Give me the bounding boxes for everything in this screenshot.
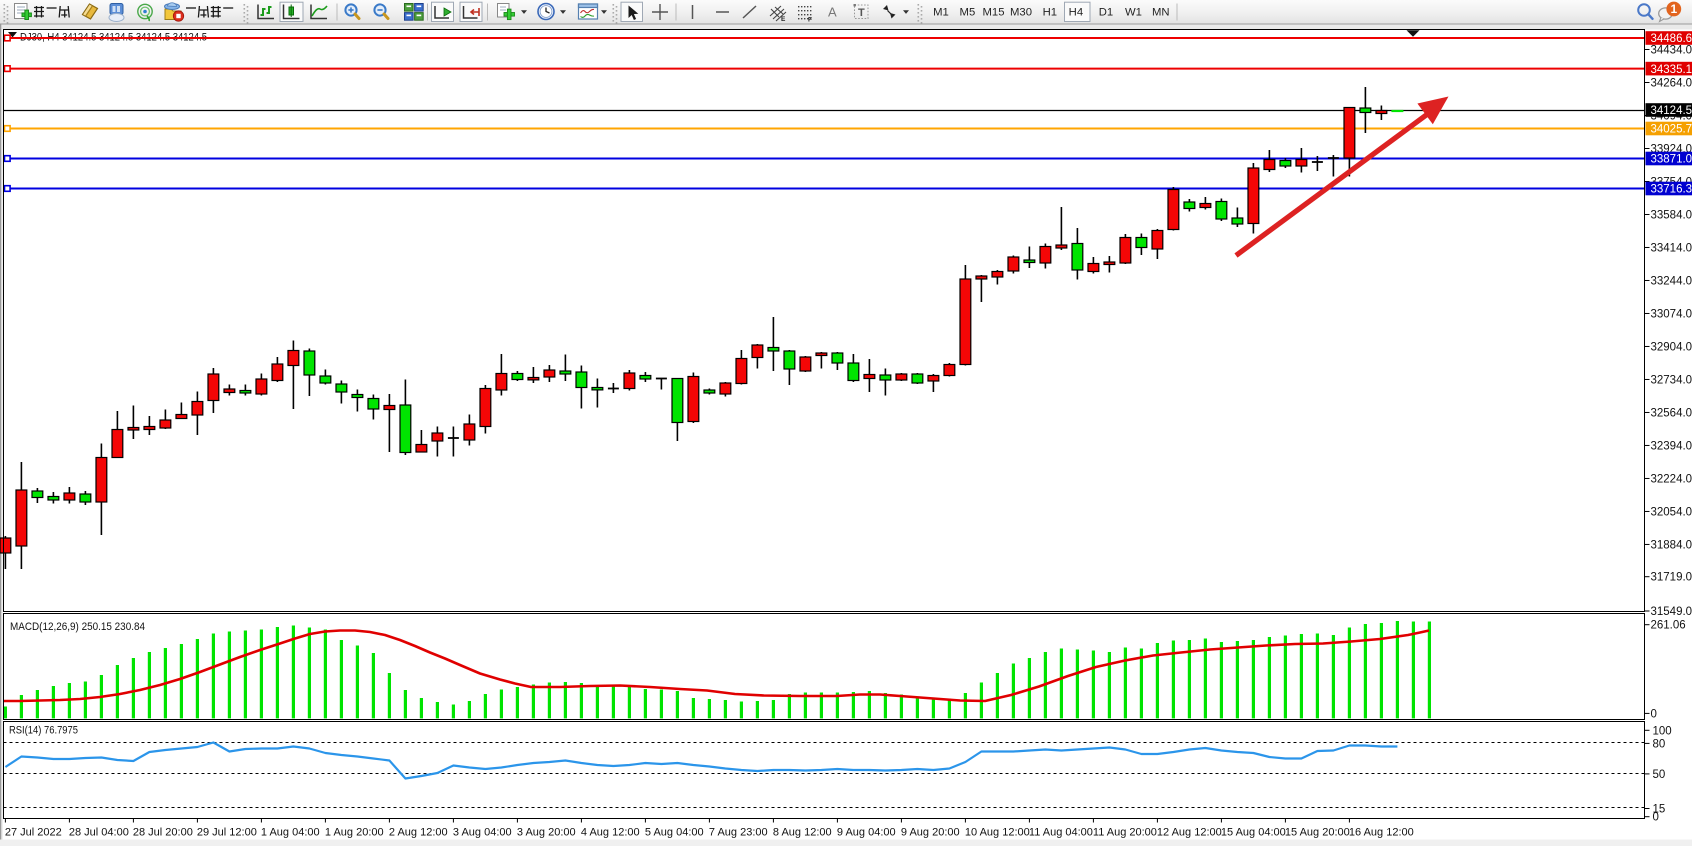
- svg-text:261.06: 261.06: [1651, 620, 1686, 632]
- svg-text:0: 0: [1651, 708, 1657, 720]
- svg-text:12 Aug 12:00: 12 Aug 12:00: [1157, 827, 1222, 839]
- svg-text:MACD(12,26,9) 250.15 230.84: MACD(12,26,9) 250.15 230.84: [10, 621, 145, 633]
- svg-text:31549.0: 31549.0: [1651, 606, 1692, 618]
- svg-text:32054.0: 32054.0: [1651, 506, 1692, 518]
- svg-text:16 Aug 12:00: 16 Aug 12:00: [1349, 827, 1414, 839]
- svg-text:33871.0: 33871.0: [1651, 154, 1692, 166]
- svg-text:34335.1: 34335.1: [1651, 64, 1692, 76]
- svg-text:5 Aug 04:00: 5 Aug 04:00: [645, 827, 704, 839]
- svg-text:34434.0: 34434.0: [1651, 45, 1692, 57]
- svg-text:34124.5: 34124.5: [1651, 105, 1692, 117]
- svg-text:M30: M30: [1010, 7, 1032, 19]
- svg-text:T: T: [858, 7, 865, 19]
- svg-text:31719.0: 31719.0: [1651, 572, 1692, 584]
- svg-text:10 Aug 12:00: 10 Aug 12:00: [965, 827, 1030, 839]
- svg-text:7 Aug 23:00: 7 Aug 23:00: [709, 827, 768, 839]
- svg-text:11 Aug 04:00: 11 Aug 04:00: [1029, 827, 1093, 839]
- svg-text:15: 15: [1653, 804, 1666, 816]
- svg-text:11 Aug 20:00: 11 Aug 20:00: [1093, 827, 1157, 839]
- svg-text:34486.6: 34486.6: [1651, 33, 1692, 45]
- svg-text:8 Aug 12:00: 8 Aug 12:00: [773, 827, 832, 839]
- svg-text:1 Aug 04:00: 1 Aug 04:00: [261, 827, 320, 839]
- svg-text:RSI(14) 76.7975: RSI(14) 76.7975: [9, 725, 78, 737]
- svg-text:34264.0: 34264.0: [1651, 77, 1692, 89]
- svg-text:32904.0: 32904.0: [1651, 341, 1692, 353]
- svg-text:32734.0: 32734.0: [1651, 374, 1692, 386]
- svg-text:100: 100: [1653, 725, 1672, 737]
- svg-text:9 Aug 04:00: 9 Aug 04:00: [837, 827, 896, 839]
- svg-text:3 Aug 20:00: 3 Aug 20:00: [517, 827, 576, 839]
- svg-text:2 Aug 12:00: 2 Aug 12:00: [389, 827, 448, 839]
- svg-text:32224.0: 32224.0: [1651, 473, 1692, 485]
- svg-text:50: 50: [1653, 769, 1666, 781]
- svg-text:15 Aug 04:00: 15 Aug 04:00: [1221, 827, 1286, 839]
- svg-text:33074.0: 33074.0: [1651, 308, 1692, 320]
- svg-text:3 Aug 04:00: 3 Aug 04:00: [453, 827, 512, 839]
- svg-text:4 Aug 12:00: 4 Aug 12:00: [581, 827, 640, 839]
- svg-text:H1: H1: [1043, 7, 1057, 19]
- svg-text:W1: W1: [1125, 7, 1142, 19]
- svg-text:29 Jul 12:00: 29 Jul 12:00: [197, 827, 257, 839]
- svg-text:M5: M5: [960, 7, 976, 19]
- svg-text:33244.0: 33244.0: [1651, 275, 1692, 287]
- svg-text:F: F: [808, 17, 812, 24]
- svg-text:0: 0: [1653, 812, 1659, 824]
- svg-text:28 Jul 20:00: 28 Jul 20:00: [133, 827, 193, 839]
- svg-text:27 Jul 2022: 27 Jul 2022: [5, 827, 62, 839]
- svg-text:9 Aug 20:00: 9 Aug 20:00: [901, 827, 960, 839]
- svg-text:34025.7: 34025.7: [1651, 124, 1692, 136]
- svg-text:1: 1: [1670, 2, 1677, 16]
- svg-text:D1: D1: [1099, 7, 1113, 19]
- svg-text:33584.0: 33584.0: [1651, 209, 1692, 221]
- svg-text:28 Jul 04:00: 28 Jul 04:00: [69, 827, 129, 839]
- svg-text:33414.0: 33414.0: [1651, 242, 1692, 254]
- svg-text:E: E: [781, 16, 786, 23]
- svg-text:M15: M15: [983, 7, 1005, 19]
- svg-text:MN: MN: [1152, 7, 1170, 19]
- svg-text:33716.3: 33716.3: [1651, 184, 1692, 196]
- svg-text:32394.0: 32394.0: [1651, 440, 1692, 452]
- svg-text:15 Aug 20:00: 15 Aug 20:00: [1285, 827, 1350, 839]
- svg-text:H4: H4: [1069, 7, 1083, 19]
- svg-text:31884.0: 31884.0: [1651, 539, 1692, 551]
- svg-text:1 Aug 20:00: 1 Aug 20:00: [325, 827, 384, 839]
- svg-text:32564.0: 32564.0: [1651, 407, 1692, 419]
- svg-text:M1: M1: [933, 7, 949, 19]
- svg-text:A: A: [828, 5, 837, 20]
- svg-text:80: 80: [1653, 738, 1666, 750]
